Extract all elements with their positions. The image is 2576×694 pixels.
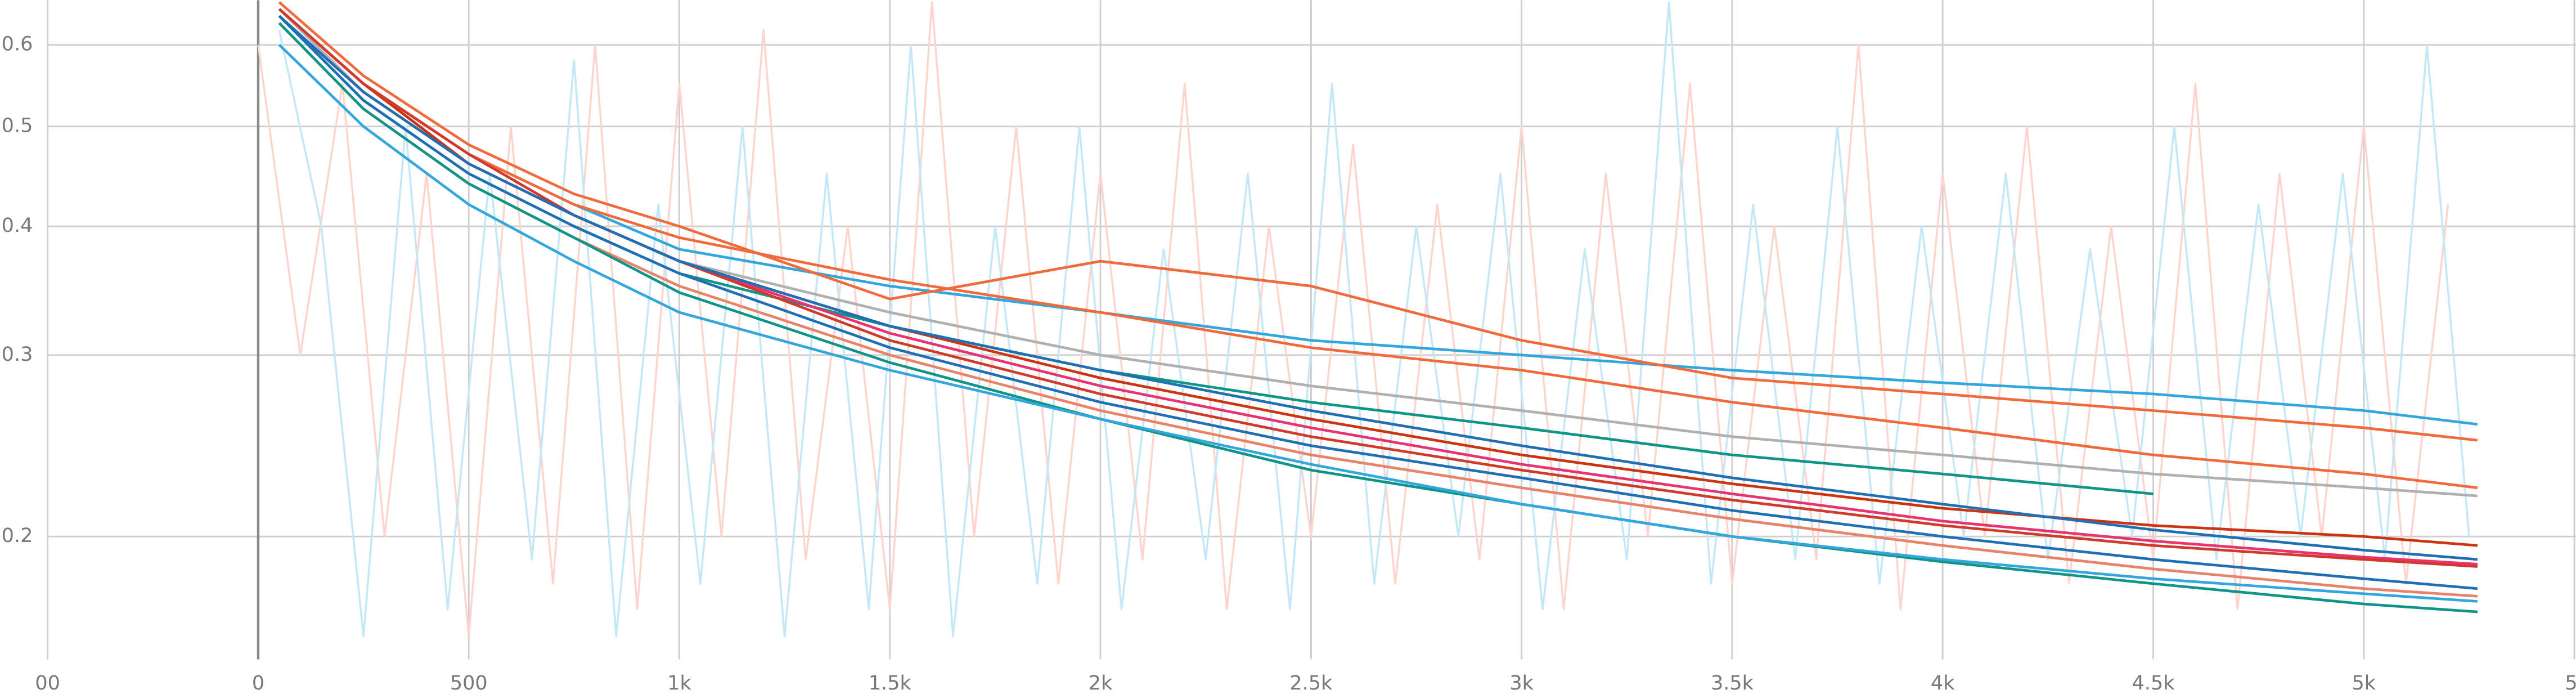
- x-tick-label: 1.5k: [869, 671, 912, 694]
- x-tick-label: 2.5k: [1289, 671, 1333, 694]
- x-tick-label: 1k: [667, 671, 691, 694]
- raw-line: [278, 1, 2470, 638]
- x-tick-label: 00: [35, 671, 60, 694]
- smoothed-line: [278, 44, 2478, 603]
- y-tick-label: 0.4: [2, 214, 33, 237]
- x-tick-label: 500: [450, 671, 488, 694]
- smoothed-line: [278, 1, 2478, 442]
- x-tick-label: 5.: [2565, 671, 2576, 694]
- raw-line: [257, 1, 2449, 638]
- y-tick-label: 0.5: [2, 114, 33, 137]
- x-tick-label: 5k: [2352, 671, 2376, 694]
- x-tick-label: 0: [252, 671, 264, 694]
- smoothed-line: [278, 22, 2478, 614]
- x-tick-label: 4k: [1931, 671, 1955, 694]
- smoothed-line: [278, 15, 2478, 561]
- y-tick-label: 0.3: [2, 343, 33, 366]
- x-tick-label: 4.5k: [2132, 671, 2175, 694]
- smoothed-line: [278, 8, 2478, 568]
- x-tick-label: 3.5k: [1711, 671, 1754, 694]
- smoothed-line: [278, 15, 2478, 590]
- x-tick-label: 3k: [1509, 671, 1534, 694]
- y-tick-label: 0.2: [2, 524, 33, 547]
- y-tick-label: 0.6: [2, 33, 33, 56]
- x-tick-label: 2k: [1089, 671, 1113, 694]
- smoothed-line: [278, 8, 2478, 489]
